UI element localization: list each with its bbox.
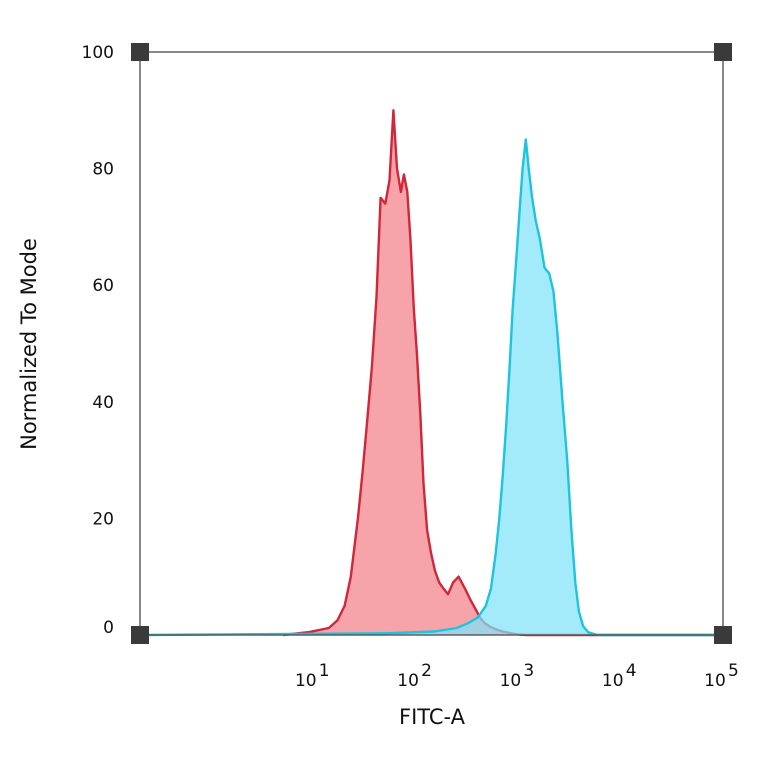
corner-handle-bottom-left	[131, 626, 149, 644]
y-tick-label: 20	[92, 509, 114, 529]
x-tick-exponent: 2	[421, 661, 432, 681]
plot-frame	[139, 51, 724, 636]
y-tick-label: 100	[82, 43, 114, 63]
y-axis-ticks: 0 20 40 60 80 100	[82, 43, 114, 638]
x-tick-label: 10	[500, 671, 522, 691]
x-tick-exponent: 4	[626, 661, 637, 681]
y-tick-label: 0	[103, 618, 114, 638]
corner-handle-top-right	[714, 43, 732, 61]
y-tick-label: 80	[92, 160, 114, 180]
x-tick-label: 10	[397, 671, 419, 691]
y-tick-label: 40	[92, 393, 114, 413]
series-1-area	[283, 110, 723, 636]
x-tick-exponent: 5	[728, 661, 739, 681]
corner-handle-bottom-right	[714, 626, 732, 644]
y-tick-label: 60	[92, 276, 114, 296]
x-tick-label: 10	[602, 671, 624, 691]
x-tick-label: 10	[704, 671, 726, 691]
x-tick-exponent: 3	[523, 661, 534, 681]
x-tick-label: 10	[295, 671, 317, 691]
corner-handles	[131, 43, 732, 644]
x-axis-title: FITC-A	[399, 705, 466, 729]
y-axis-title: Normalized To Mode	[17, 238, 41, 450]
x-axis-ticks: 10 1 10 2 10 3 10 4 10 5	[295, 661, 739, 691]
series-layer	[139, 109, 723, 637]
x-tick-exponent: 1	[319, 661, 330, 681]
corner-handle-top-left	[131, 43, 149, 61]
series-2-line	[139, 138, 723, 637]
